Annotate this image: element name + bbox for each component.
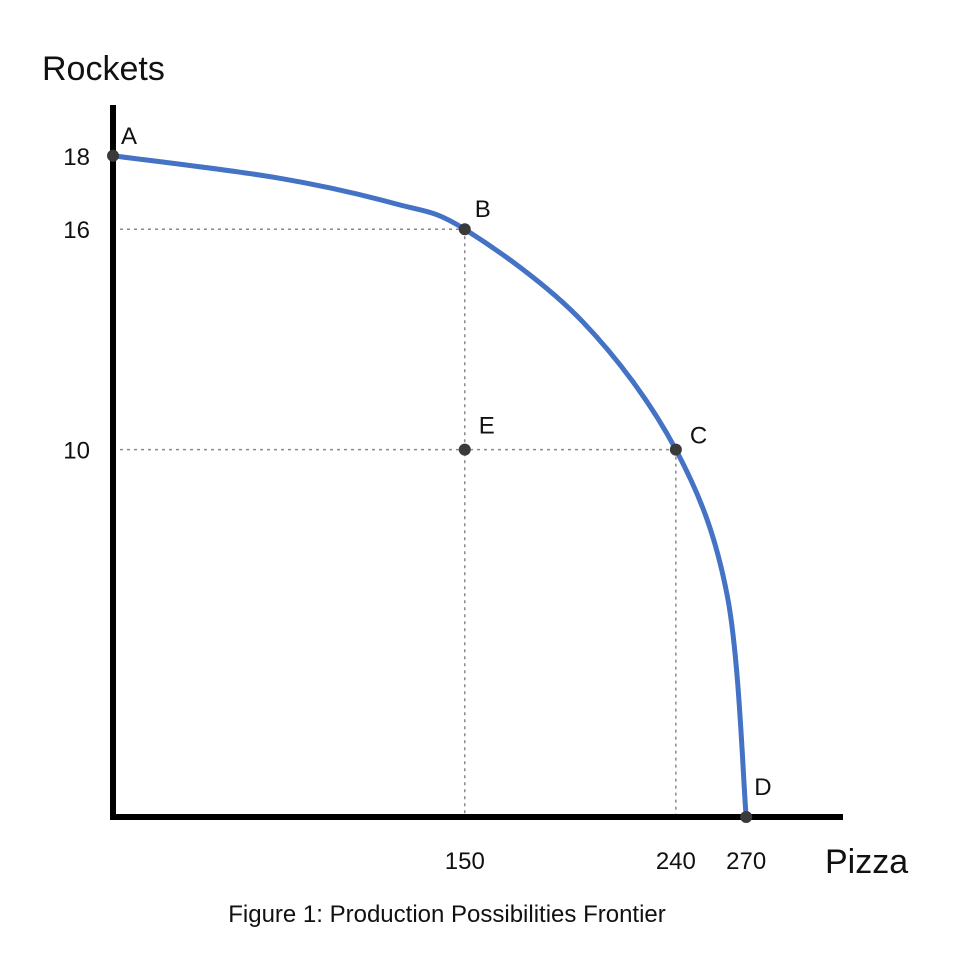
axes xyxy=(110,105,843,820)
y-tick-label-10: 10 xyxy=(63,438,90,465)
point-b-marker xyxy=(458,223,471,236)
figure-caption: Figure 1: Production Possibilities Front… xyxy=(228,901,666,928)
y-axis-title: Rockets xyxy=(42,50,165,88)
point-d-marker xyxy=(740,811,753,823)
x-tick-label-240: 240 xyxy=(656,848,696,875)
point-b-label: B xyxy=(475,196,491,223)
frontier-curve xyxy=(110,153,749,820)
points-group: A B C D E xyxy=(107,123,772,823)
x-axis-title: Pizza xyxy=(825,843,908,881)
point-a-label: A xyxy=(121,123,137,150)
point-a-marker xyxy=(107,149,119,162)
point-c-marker xyxy=(669,443,682,456)
x-tick-label-150: 150 xyxy=(445,848,485,875)
frontier-curve-group xyxy=(110,153,749,820)
guide-lines xyxy=(113,228,677,817)
tick-labels: 150 240 270 10 16 18 xyxy=(63,144,766,875)
x-tick-label-270: 270 xyxy=(726,848,766,875)
point-d-label: D xyxy=(754,774,771,801)
y-tick-label-18: 18 xyxy=(63,144,90,171)
point-e-marker xyxy=(458,443,471,456)
point-e-label: E xyxy=(479,413,495,440)
y-tick-label-16: 16 xyxy=(63,217,90,244)
point-c-label: C xyxy=(690,423,707,450)
